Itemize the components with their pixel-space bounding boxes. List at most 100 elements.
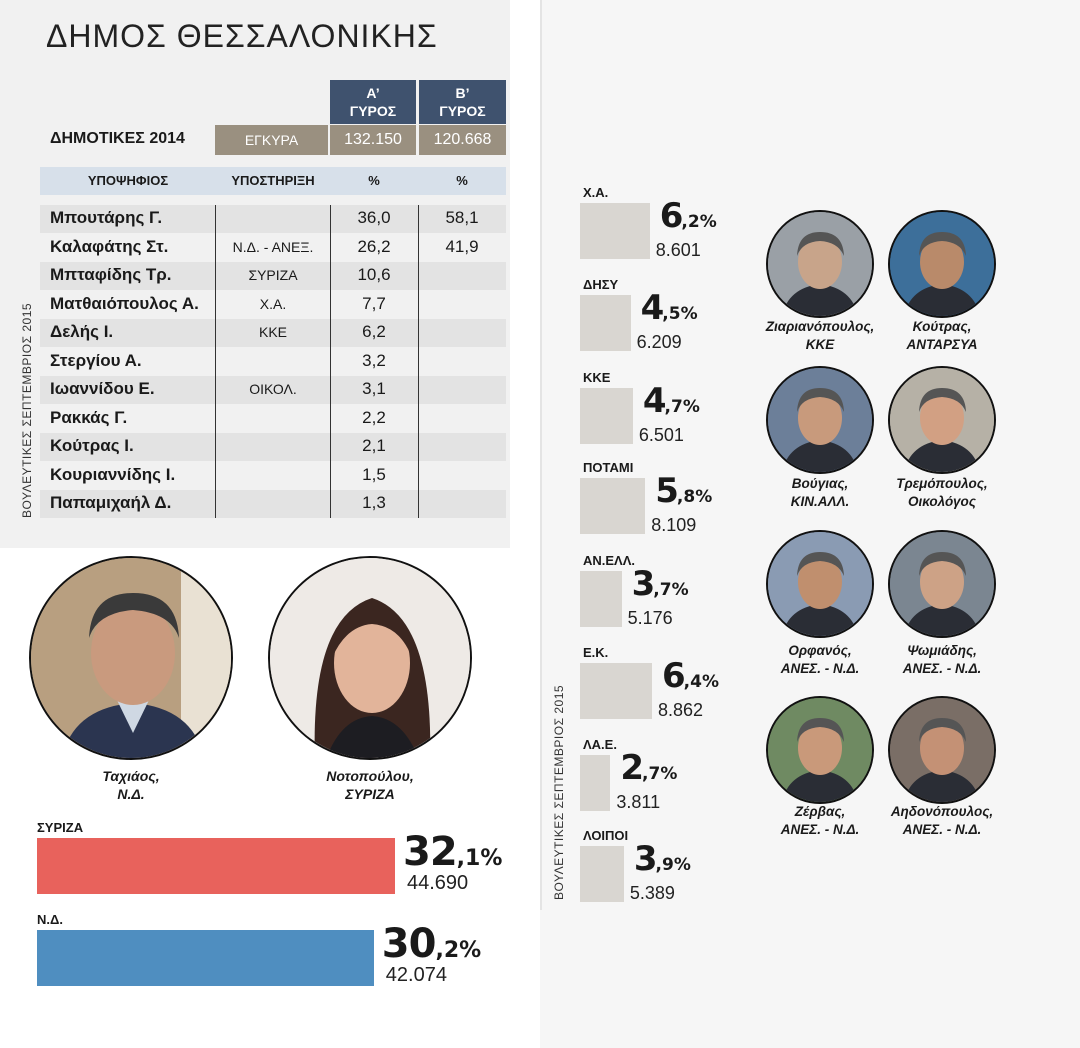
- round-b-pct: 41,9: [445, 236, 479, 256]
- mp-name: Ψωμιάδης,: [907, 643, 977, 658]
- col-candidate: ΥΠΟΨΗΦΙΟΣ: [87, 173, 169, 188]
- party-votes-label: 8.601: [655, 240, 701, 260]
- mp-caption: Ψωμιάδης, ΑΝΕΣ. - Ν.Δ.: [872, 642, 1012, 678]
- party-votes-label: 6.209: [636, 332, 682, 352]
- candidate-support: ΚΚΕ: [258, 324, 287, 340]
- person-icon: [270, 558, 470, 758]
- mp-party: Οικολόγος: [908, 494, 976, 509]
- party-bar: [580, 478, 646, 534]
- mp-portrait: [888, 210, 996, 318]
- round-b-pct: 58,1: [445, 208, 479, 227]
- round-a-pct: 3,2: [362, 350, 386, 370]
- round-a-pct: 10,6: [357, 265, 391, 284]
- value-integer: 6: [662, 656, 686, 696]
- round-a-pct: 7,7: [362, 293, 386, 313]
- table-divider: [215, 205, 216, 518]
- mp-caption: Ορφανός, ΑΝΕΣ. - Ν.Δ.: [750, 642, 890, 678]
- value-decimal: ,9%: [655, 855, 691, 875]
- candidate-name: Δελής Ι.: [50, 322, 114, 341]
- candidate-name: Ιωαννίδου Ε.: [50, 379, 155, 398]
- party-label: ΛΑ.Ε.: [583, 737, 617, 752]
- value-integer: 4: [640, 288, 665, 328]
- candidate-support: ΟΙΚΟΛ.: [249, 381, 297, 397]
- table-row: Ιωαννίδου Ε. ΟΙΚΟΛ. 3,1: [40, 376, 506, 404]
- person-icon: [890, 212, 994, 316]
- valid-votes-b: 120.668: [419, 125, 506, 155]
- table-row: Στεργίου Α. 3,2: [40, 348, 506, 376]
- value-integer: 2: [620, 748, 644, 788]
- party-votes-label: 6.501: [638, 425, 684, 445]
- party-label: ΑΝ.ΕΛΛ.: [583, 553, 636, 568]
- value-decimal: ,2%: [435, 938, 482, 963]
- mp-portrait: [766, 530, 874, 638]
- value-integer: 6: [659, 196, 684, 236]
- table-row: Κούτρας Ι. 2,1: [40, 433, 506, 461]
- party-votes-label: 8.862: [658, 700, 704, 720]
- bar-value-label: 32,1%: [403, 830, 502, 881]
- valid-label: ΕΓΚΥΡΑ: [215, 125, 328, 155]
- mp-party: ΑΝΕΣ. - Ν.Δ.: [780, 661, 860, 676]
- table-row: Μπταφίδης Τρ. ΣΥΡΙΖΑ 10,6: [40, 262, 506, 290]
- round-b-header: Β’ ΓΥΡΟΣ: [419, 80, 506, 124]
- mp-caption: Αηδονόπουλος, ΑΝΕΣ. - Ν.Δ.: [872, 803, 1012, 839]
- mp-caption: Κούτρας, ΑΝΤΑΡΣΥΑ: [872, 318, 1012, 354]
- candidate-name: Μπουτάρης Γ.: [50, 208, 163, 227]
- table-row: Δελής Ι. ΚΚΕ 6,2: [40, 319, 506, 347]
- value-decimal: ,7%: [653, 580, 689, 600]
- value-integer: 4: [642, 381, 667, 421]
- mp-name: Ορφανός,: [788, 643, 852, 658]
- page-title: ΔΗΜΟΣ ΘΕΣΣΑΛΟΝΙΚΗΣ: [46, 18, 438, 54]
- round-a-pct: 36,0: [357, 208, 391, 227]
- party-value-label: 3,9%: [634, 842, 691, 882]
- party-value-label: 2,7%: [620, 751, 677, 791]
- mp-party: ΚΙΝ.ΑΛΛ.: [790, 494, 850, 509]
- party-label: ΔΗΣΥ: [583, 277, 619, 292]
- value-integer: 32: [403, 829, 458, 875]
- candidate-name: Ρακκάς Γ.: [50, 407, 128, 427]
- mp-party: ΑΝΕΣ. - Ν.Δ.: [902, 822, 982, 837]
- mp-caption: Βούγιας, ΚΙΝ.ΑΛΛ.: [750, 475, 890, 511]
- mp-name: Αηδονόπουλος,: [890, 804, 994, 819]
- mp-portrait: [888, 366, 996, 474]
- party-value-label: 3,7%: [632, 567, 689, 607]
- table-row: Ρακκάς Γ. 2,2: [40, 405, 506, 433]
- col-pct-a: %: [368, 173, 380, 188]
- value-decimal: ,1%: [456, 846, 503, 871]
- mp-name: Τρεμόπουλος,: [896, 476, 988, 491]
- party-votes-label: 8.109: [651, 515, 697, 535]
- mp-caption: Ζιαριανόπουλος, ΚΚΕ: [750, 318, 890, 354]
- mp-portrait: [766, 366, 874, 474]
- round-a-pct: 2,2: [362, 407, 386, 427]
- value-decimal: ,2%: [681, 212, 717, 232]
- table-row: Κουριαννίδης Ι. 1,5: [40, 462, 506, 490]
- round-a-pct: 6,2: [362, 322, 386, 341]
- value-decimal: ,7%: [664, 397, 700, 417]
- round-a-label: Α’: [366, 85, 380, 101]
- side-label-right: ΒΟΥΛΕΥΤΙΚΕΣ ΣΕΠΤΕΜΒΡΙΟΣ 2015: [552, 684, 566, 900]
- mp-name: Ζιαριανόπουλος,: [765, 319, 875, 334]
- party-label: Ε.Κ.: [583, 645, 609, 660]
- table-row: Ματθαιόπουλος Α. Χ.Α. 7,7: [40, 291, 506, 319]
- table-row: Καλαφάτης Στ. Ν.Δ. - ΑΝΕΞ. 26,2 41,9: [40, 234, 506, 262]
- candidate-name: Παπαμιχαήλ Δ.: [50, 493, 172, 512]
- elections-2014-label: ΔΗΜΟΤΙΚΕΣ 2014: [50, 130, 185, 147]
- bar-category-label: Ν.Δ.: [37, 912, 63, 927]
- round-a-pct: 2,1: [362, 436, 386, 455]
- person-icon: [890, 698, 994, 802]
- party-bar: [580, 388, 633, 444]
- candidate-support: Χ.Α.: [259, 295, 287, 312]
- mp-name: Κούτρας,: [912, 319, 972, 334]
- party-votes-label: 3.811: [616, 792, 661, 812]
- col-support: ΥΠΟΣΤΗΡΙΞΗ: [231, 173, 315, 188]
- round-a-pct: 26,2: [357, 236, 391, 256]
- col-pct-b: %: [456, 173, 468, 188]
- round-b-word: ΓΥΡΟΣ: [439, 103, 486, 119]
- value-integer: 3: [633, 839, 658, 879]
- candidate-support: ΣΥΡΙΖΑ: [248, 267, 298, 283]
- tachiaos-caption: Ταχιάος, Ν.Δ.: [61, 767, 201, 803]
- party-label: ΚΚΕ: [583, 370, 611, 385]
- round-a-header: Α’ ΓΥΡΟΣ: [330, 80, 416, 124]
- bar: [37, 838, 395, 894]
- round-a-pct: 1,5: [362, 464, 386, 484]
- panel-divider: [540, 0, 542, 910]
